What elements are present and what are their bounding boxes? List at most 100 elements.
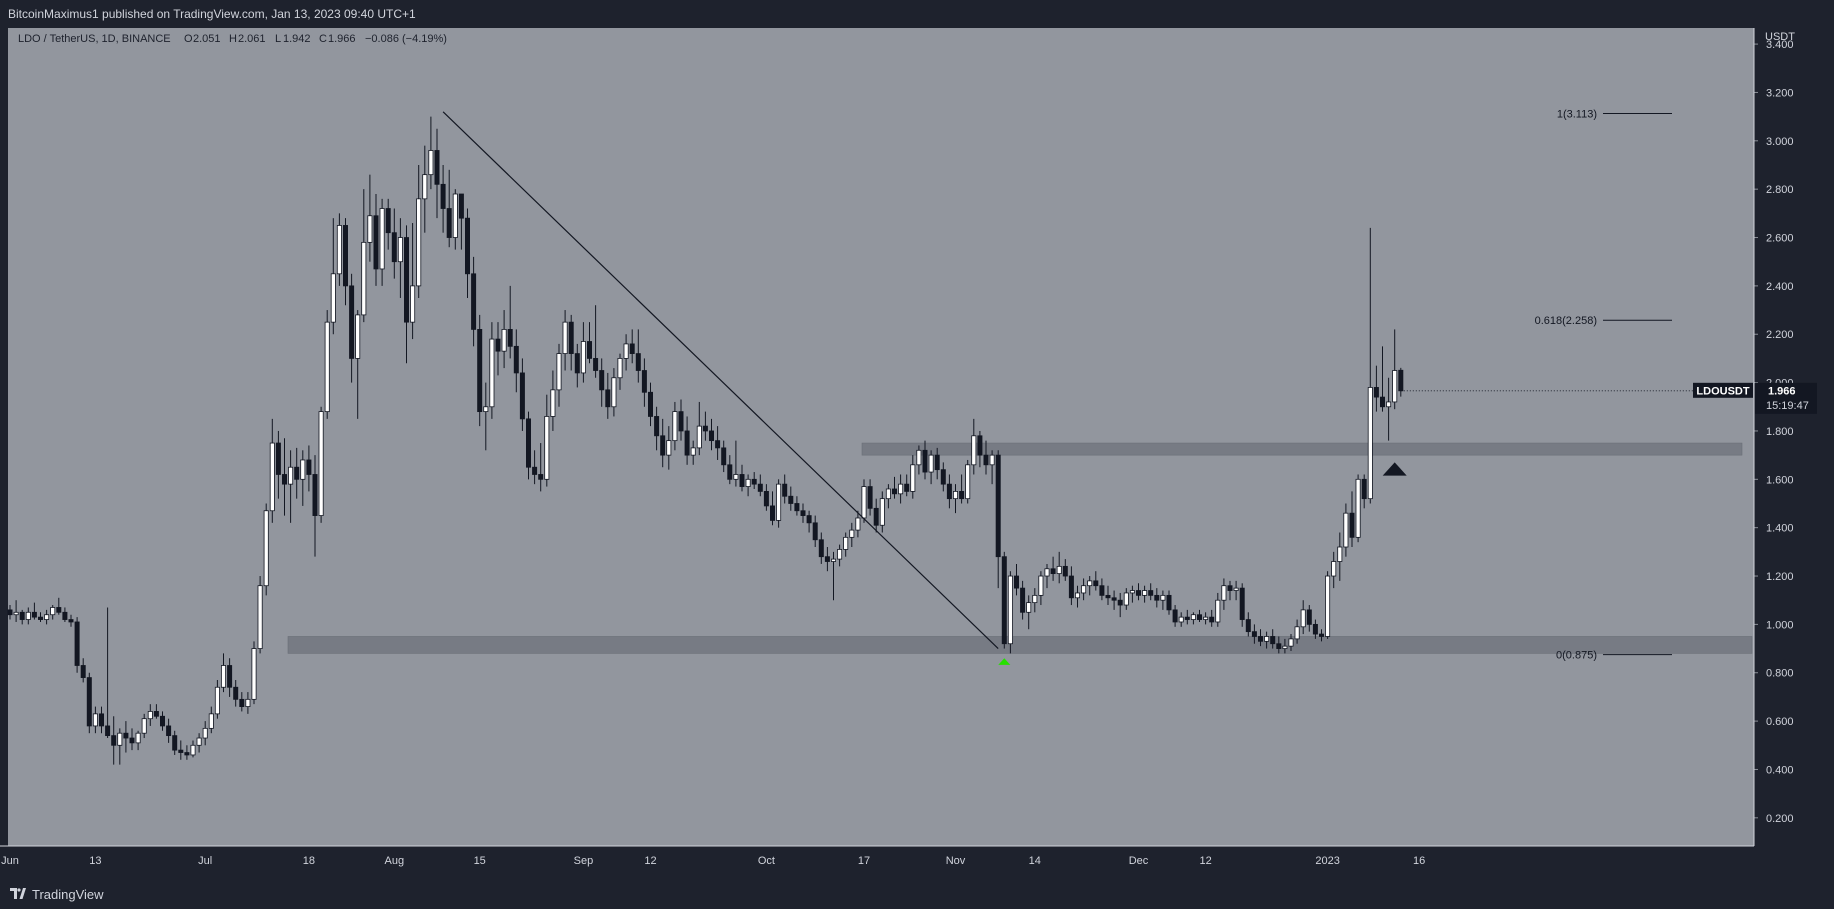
candle-body-down bbox=[788, 495, 794, 504]
candle bbox=[953, 484, 959, 514]
candle-body-down bbox=[867, 486, 873, 509]
candle bbox=[556, 343, 562, 407]
candle-body-down bbox=[587, 341, 593, 359]
candle-body-down bbox=[38, 616, 44, 620]
candle-body-up bbox=[733, 474, 739, 480]
fib-level[interactable]: 1(3.113) bbox=[1557, 108, 1672, 120]
candle-body-up bbox=[550, 389, 556, 417]
candle bbox=[391, 208, 397, 279]
candle bbox=[1294, 619, 1300, 644]
candle-body-up bbox=[379, 208, 385, 270]
candle-body-up bbox=[831, 558, 837, 562]
candle-body-up bbox=[910, 464, 916, 492]
candle bbox=[1233, 580, 1239, 601]
candle-body-up bbox=[196, 737, 202, 746]
candle-body-down bbox=[1239, 587, 1245, 620]
candle-body-up bbox=[666, 440, 672, 456]
plot-background bbox=[8, 28, 1754, 846]
candle-body-down bbox=[727, 464, 733, 480]
tradingview-brand-label[interactable]: TradingView bbox=[32, 886, 104, 902]
publisher-text: BitcoinMaximus1 published on TradingView… bbox=[8, 7, 416, 21]
price-axis[interactable]: USDT 3.400 3.200 3.000 2.800 2.600 2.400 2.200… bbox=[1753, 28, 1834, 846]
candle-body-down bbox=[99, 713, 105, 727]
candle bbox=[227, 658, 233, 697]
candle bbox=[1038, 571, 1044, 606]
candle bbox=[489, 322, 495, 419]
candle-body-down bbox=[1276, 643, 1282, 649]
price-chart[interactable]: 1(3.113) 0.618(2.258) 0(0.875) LDO / Tethe… bbox=[0, 28, 1834, 879]
time-axis[interactable]: Jun 13 Jul 18 Aug 15 Sep 12 Oct 17 Nov 14 Dec 12 2023 1… bbox=[0, 845, 1834, 879]
time-axis-background bbox=[0, 846, 1834, 879]
candle bbox=[56, 597, 62, 615]
candle bbox=[1142, 585, 1148, 603]
candle bbox=[501, 310, 507, 369]
candle bbox=[1373, 365, 1379, 412]
candle-body-up bbox=[501, 329, 507, 352]
candlestick-series bbox=[7, 116, 1404, 765]
descending-trendline[interactable] bbox=[442, 111, 999, 649]
green-arrow-up-icon bbox=[998, 658, 1011, 665]
candle-body-up bbox=[745, 478, 751, 487]
candle bbox=[428, 116, 434, 190]
support-resistance-zone[interactable] bbox=[861, 442, 1743, 456]
candle-body-up bbox=[611, 377, 617, 408]
candle bbox=[294, 447, 300, 499]
candle-body-down bbox=[31, 611, 37, 618]
tradingview-logo-icon[interactable] bbox=[10, 888, 26, 900]
candle bbox=[434, 128, 440, 219]
candle-body-up bbox=[1264, 636, 1270, 642]
candle bbox=[940, 462, 946, 492]
candle-body-down bbox=[995, 454, 1001, 558]
candle-body-up bbox=[1038, 575, 1044, 596]
candle bbox=[678, 399, 684, 441]
candle-body-down bbox=[178, 749, 184, 753]
candle-body-up bbox=[483, 406, 489, 413]
candle-body-down bbox=[1270, 636, 1276, 645]
candle-body-down bbox=[641, 370, 647, 393]
candle-body-up bbox=[1032, 594, 1038, 604]
candle bbox=[1367, 227, 1373, 504]
candle bbox=[690, 440, 696, 465]
candle-body-down bbox=[1380, 396, 1386, 408]
candle bbox=[928, 450, 934, 485]
candle-body-up bbox=[1056, 565, 1062, 575]
symbol-tag-background bbox=[1693, 382, 1753, 398]
candle bbox=[1154, 588, 1160, 608]
candle-body-down bbox=[709, 430, 715, 442]
candle-body-down bbox=[1209, 616, 1215, 623]
candle-body-up bbox=[562, 321, 568, 354]
candle-body-down bbox=[983, 454, 989, 466]
candle-body-down bbox=[1111, 597, 1117, 601]
candle bbox=[946, 474, 952, 509]
candle-body-down bbox=[1245, 619, 1251, 633]
candle bbox=[1203, 612, 1209, 625]
candle-body-down bbox=[471, 273, 477, 330]
candle bbox=[1215, 592, 1221, 627]
fib-level[interactable]: 0.618(2.258) bbox=[1535, 315, 1672, 327]
candle bbox=[831, 551, 837, 601]
candle bbox=[355, 310, 361, 419]
candle bbox=[1355, 474, 1361, 543]
candle-body-up bbox=[672, 411, 678, 442]
candle-body-up bbox=[898, 483, 904, 495]
candle bbox=[709, 418, 715, 451]
candle-body-down bbox=[654, 416, 660, 437]
candle-body-up bbox=[1123, 592, 1129, 606]
candle-body-down bbox=[111, 735, 117, 746]
candle bbox=[544, 394, 550, 487]
fib-level[interactable]: 0(0.875) bbox=[1556, 650, 1672, 662]
candle-body-down bbox=[227, 665, 233, 688]
candle-body-down bbox=[946, 483, 952, 500]
candle bbox=[1276, 636, 1282, 654]
candle bbox=[977, 430, 983, 468]
chart-area[interactable]: 1(3.113) 0.618(2.258) 0(0.875) LDO / Tethe… bbox=[0, 28, 1834, 879]
support-resistance-zone[interactable] bbox=[287, 636, 1753, 654]
candle-body-up bbox=[300, 459, 306, 480]
x-tick-label: 15 bbox=[474, 855, 486, 867]
candle-body-up bbox=[367, 215, 373, 243]
candle bbox=[818, 532, 824, 564]
candle bbox=[507, 285, 513, 359]
candle-body-down bbox=[373, 215, 379, 270]
candle-body-down bbox=[1062, 565, 1068, 577]
candle bbox=[324, 310, 330, 419]
